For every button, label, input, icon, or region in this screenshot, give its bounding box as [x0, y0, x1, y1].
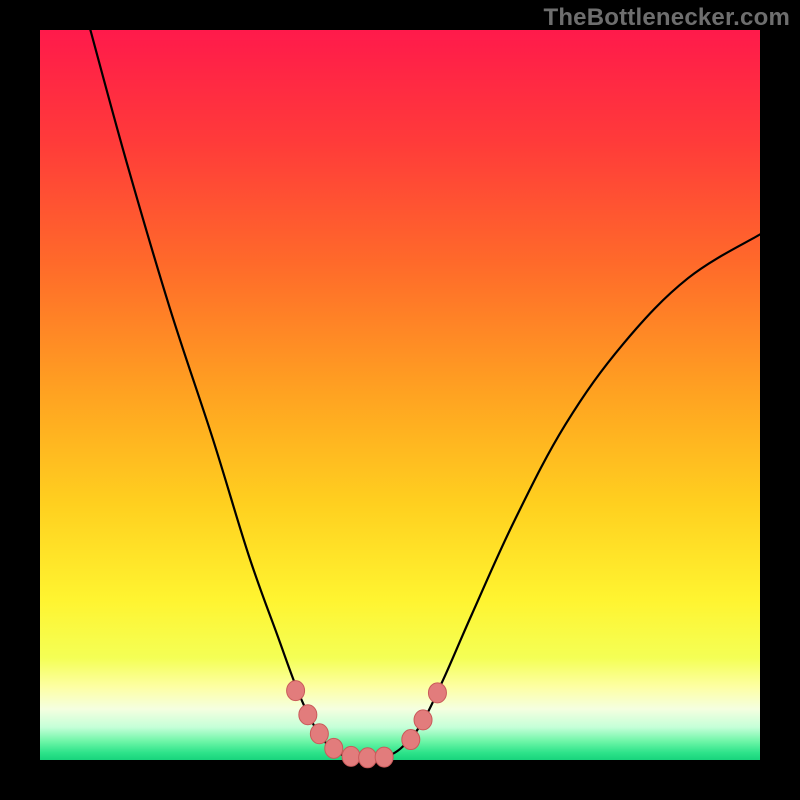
chart-stage: TheBottlenecker.com [0, 0, 800, 800]
curve-marker [428, 683, 446, 703]
curve-marker [375, 747, 393, 767]
curve-marker [310, 724, 328, 744]
curve-marker [359, 748, 377, 768]
curve-marker [287, 681, 305, 701]
curve-marker [342, 746, 360, 766]
curve-marker [325, 738, 343, 758]
curve-marker [414, 710, 432, 730]
watermark-text: TheBottlenecker.com [543, 4, 790, 32]
gradient-background [40, 30, 760, 760]
chart-svg [0, 0, 800, 800]
curve-marker [299, 705, 317, 725]
curve-marker [402, 730, 420, 750]
